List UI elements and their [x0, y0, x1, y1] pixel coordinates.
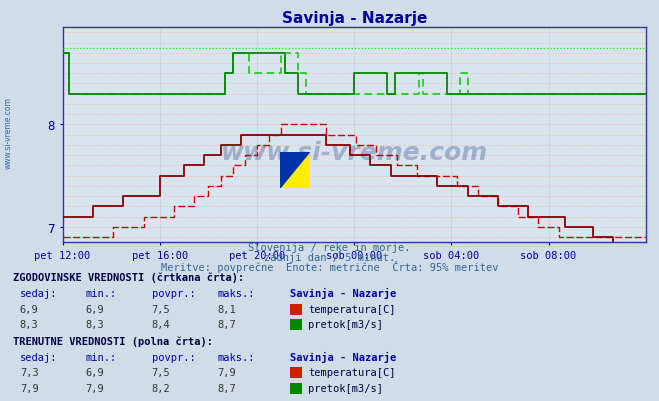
- Text: pretok[m3/s]: pretok[m3/s]: [308, 319, 384, 329]
- Text: www.si-vreme.com: www.si-vreme.com: [4, 97, 13, 168]
- Text: 8,3: 8,3: [86, 319, 104, 329]
- Text: TRENUTNE VREDNOSTI (polna črta):: TRENUTNE VREDNOSTI (polna črta):: [13, 336, 213, 346]
- Text: temperatura[C]: temperatura[C]: [308, 367, 396, 377]
- Text: 8,1: 8,1: [217, 304, 236, 314]
- Text: 7,3: 7,3: [20, 367, 38, 377]
- Text: 7,9: 7,9: [20, 383, 38, 393]
- Text: 6,9: 6,9: [86, 367, 104, 377]
- Text: maks.:: maks.:: [217, 352, 255, 362]
- Text: ZGODOVINSKE VREDNOSTI (črtkana črta):: ZGODOVINSKE VREDNOSTI (črtkana črta):: [13, 272, 244, 283]
- Text: sedaj:: sedaj:: [20, 352, 57, 362]
- Text: 8,2: 8,2: [152, 383, 170, 393]
- Text: www.si-vreme.com: www.si-vreme.com: [221, 140, 488, 164]
- Text: Savinja - Nazarje: Savinja - Nazarje: [290, 288, 396, 299]
- Text: 7,9: 7,9: [86, 383, 104, 393]
- Text: Meritve: povprečne  Enote: metrične  Črta: 95% meritev: Meritve: povprečne Enote: metrične Črta:…: [161, 261, 498, 273]
- Text: 7,5: 7,5: [152, 304, 170, 314]
- Title: Savinja - Nazarje: Savinja - Nazarje: [281, 10, 427, 26]
- Text: maks.:: maks.:: [217, 289, 255, 299]
- Text: 6,9: 6,9: [86, 304, 104, 314]
- Text: 8,7: 8,7: [217, 383, 236, 393]
- Text: min.:: min.:: [86, 289, 117, 299]
- Text: sedaj:: sedaj:: [20, 289, 57, 299]
- Text: 8,7: 8,7: [217, 319, 236, 329]
- Polygon shape: [280, 152, 310, 188]
- Text: zadnji dan / 5 minut.: zadnji dan / 5 minut.: [264, 253, 395, 263]
- Text: 7,9: 7,9: [217, 367, 236, 377]
- Text: povpr.:: povpr.:: [152, 289, 195, 299]
- Text: Savinja - Nazarje: Savinja - Nazarje: [290, 351, 396, 362]
- Text: povpr.:: povpr.:: [152, 352, 195, 362]
- Text: pretok[m3/s]: pretok[m3/s]: [308, 383, 384, 393]
- Text: 8,3: 8,3: [20, 319, 38, 329]
- Text: 8,4: 8,4: [152, 319, 170, 329]
- Polygon shape: [280, 152, 310, 188]
- Text: Slovenija / reke in morje.: Slovenija / reke in morje.: [248, 243, 411, 253]
- Text: temperatura[C]: temperatura[C]: [308, 304, 396, 314]
- Text: 7,5: 7,5: [152, 367, 170, 377]
- Text: 6,9: 6,9: [20, 304, 38, 314]
- Text: min.:: min.:: [86, 352, 117, 362]
